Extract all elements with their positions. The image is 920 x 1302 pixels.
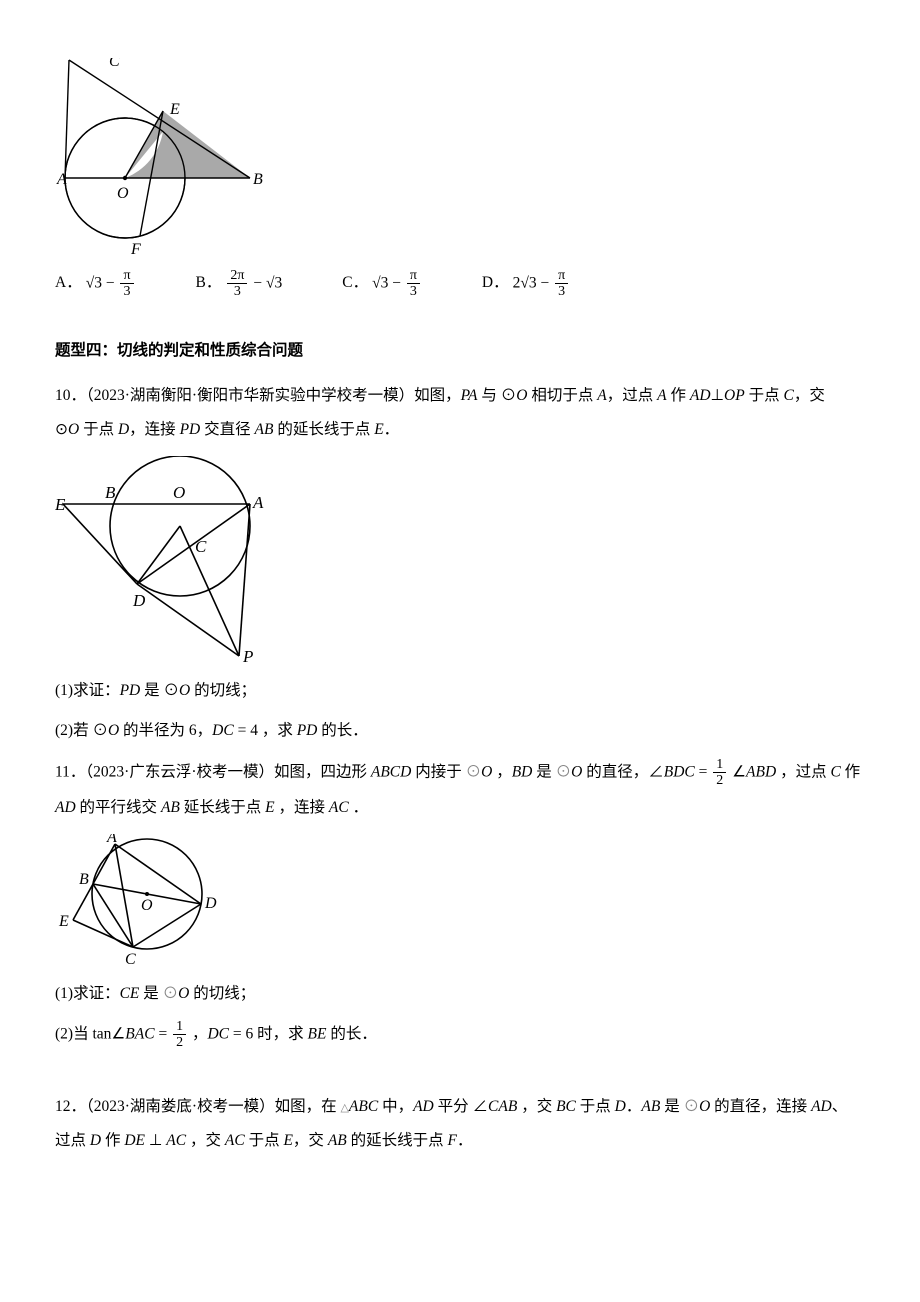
svg-text:B: B: [105, 483, 116, 502]
opt-expr: 2π3 − √3: [225, 268, 282, 300]
svg-text:D: D: [132, 591, 146, 610]
svg-text:A: A: [252, 493, 264, 512]
q11-svg: A B D C E O: [55, 834, 230, 969]
q9-opt-d: D．2√3 − π3: [482, 268, 570, 300]
q9-figure: A C E B O F: [55, 58, 865, 258]
q12-stem2: 过点 D 作 DE ⊥ AC ，交 AC 于点 E，交 AB 的延长线于点 F．: [55, 1126, 865, 1155]
q10-sub1: (1)求证：PD 是 ⊙O 的切线；: [55, 676, 865, 705]
svg-text:O: O: [117, 185, 129, 202]
opt-letter: D．: [482, 268, 509, 297]
section4-title: 题型四：切线的判定和性质综合问题: [55, 336, 865, 365]
q9-options: A．√3 − π3 B．2π3 − √3 C．√3 − π3 D．2√3 − π…: [55, 268, 865, 300]
svg-text:P: P: [242, 647, 253, 666]
svg-text:F: F: [130, 241, 141, 258]
q9-svg: A C E B O F: [55, 58, 265, 258]
q12-stem: 12．（2023·湖南娄底·校考一模）如图，在 △ABC 中，AD 平分 ∠CA…: [55, 1092, 865, 1121]
svg-text:E: E: [55, 495, 66, 514]
svg-text:D: D: [204, 895, 217, 912]
svg-text:C: C: [109, 58, 120, 70]
svg-text:B: B: [79, 871, 89, 888]
q11-stem2: AD 的平行线交 AB 延长线于点 E ，连接 AC ．: [55, 793, 865, 822]
svg-text:O: O: [173, 483, 185, 502]
svg-text:E: E: [58, 913, 69, 930]
svg-text:A: A: [106, 834, 117, 846]
opt-expr: 2√3 − π3: [513, 268, 571, 300]
opt-expr: √3 − π3: [372, 268, 422, 300]
q11-sub2: (2)当 tan∠BAC = 12 ，DC = 6 时，求 BE 的长．: [55, 1019, 865, 1051]
opt-letter: A．: [55, 268, 82, 297]
q10-stem2: ⊙O 于点 D，连接 PD 交直径 AB 的延长线于点 E．: [55, 415, 865, 444]
q9-opt-c: C．√3 − π3: [342, 268, 422, 300]
q10-sub2: (2)若 ⊙O 的半径为 6，DC = 4 ，求 PD 的长．: [55, 716, 865, 745]
q9-opt-a: A．√3 − π3: [55, 268, 136, 300]
q11-figure: A B D C E O: [55, 834, 865, 969]
q9-opt-b: B．2π3 − √3: [196, 268, 283, 300]
q11-sub1: (1)求证：CE 是 ⊙O 的切线；: [55, 979, 865, 1008]
opt-letter: B．: [196, 268, 222, 297]
q10-svg: E B O A C D P: [55, 456, 265, 666]
svg-text:B: B: [253, 171, 263, 188]
svg-text:A: A: [56, 171, 67, 188]
svg-text:C: C: [125, 951, 136, 968]
q10-figure: E B O A C D P: [55, 456, 865, 666]
svg-text:E: E: [169, 101, 180, 118]
q10-stem: 10．（2023·湖南衡阳·衡阳市华新实验中学校考一模）如图，PA 与 ⊙O 相…: [55, 381, 865, 410]
opt-letter: C．: [342, 268, 368, 297]
svg-text:O: O: [141, 897, 153, 914]
q11-stem: 11．（2023·广东云浮·校考一模）如图，四边形 ABCD 内接于 ⊙O ，B…: [55, 757, 865, 789]
opt-expr: √3 − π3: [86, 268, 136, 300]
svg-text:C: C: [195, 537, 207, 556]
